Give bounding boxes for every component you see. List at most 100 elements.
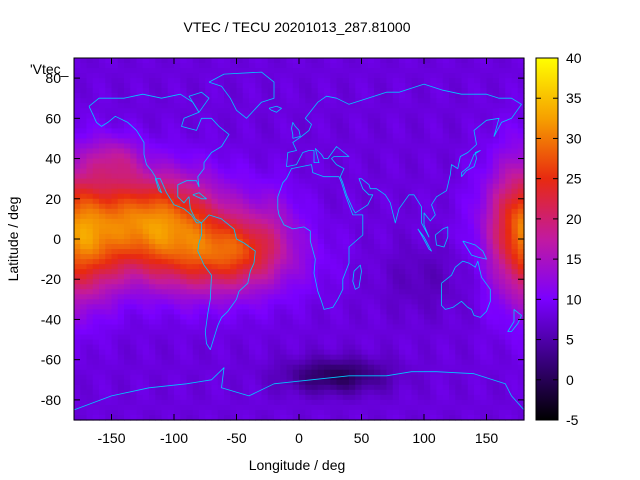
heatmap-cell	[449, 279, 456, 285]
heatmap-cell	[274, 178, 281, 185]
heatmap-cell	[186, 249, 194, 255]
heatmap-cell	[217, 249, 225, 255]
heatmap-cell	[455, 98, 463, 104]
heatmap-cell	[255, 299, 263, 305]
heatmap-cell	[405, 218, 413, 225]
heatmap-cell	[111, 88, 119, 94]
heatmap-cell	[492, 324, 500, 331]
heatmap-cell	[174, 384, 181, 391]
heatmap-cell	[105, 203, 113, 210]
heatmap-cell	[286, 63, 294, 69]
heatmap-cell	[142, 58, 150, 64]
heatmap-cell	[99, 133, 106, 140]
heatmap-cell	[442, 168, 450, 175]
heatmap-cell	[224, 394, 231, 401]
heatmap-cell	[92, 304, 100, 310]
heatmap-cell	[336, 249, 344, 255]
heatmap-cell	[136, 269, 144, 275]
heatmap-cell	[274, 369, 281, 376]
heatmap-cell	[74, 364, 81, 371]
heatmap-cell	[492, 168, 500, 175]
heatmap-cell	[80, 198, 88, 205]
heatmap-cell	[267, 389, 275, 396]
heatmap-cell	[455, 254, 463, 260]
heatmap-cell	[180, 83, 188, 89]
heatmap-cell	[249, 314, 256, 321]
heatmap-cell	[411, 143, 419, 150]
heatmap-cell	[111, 399, 119, 406]
heatmap-cell	[317, 123, 325, 129]
heatmap-cell	[436, 68, 444, 74]
heatmap-cell	[442, 249, 450, 255]
heatmap-cell	[392, 289, 400, 295]
heatmap-cell	[511, 103, 519, 109]
heatmap-cell	[499, 264, 506, 270]
heatmap-cell	[261, 158, 269, 165]
heatmap-cell	[474, 63, 481, 69]
heatmap-cell	[136, 113, 144, 119]
heatmap-cell	[492, 264, 500, 270]
heatmap-cell	[492, 103, 500, 109]
heatmap-cell	[411, 228, 419, 235]
heatmap-cell	[349, 73, 356, 79]
heatmap-cell	[505, 198, 513, 205]
heatmap-cell	[505, 208, 513, 215]
heatmap-cell	[105, 118, 113, 124]
heatmap-cell	[336, 299, 344, 305]
heatmap-cell	[161, 233, 169, 240]
heatmap-cell	[449, 158, 456, 165]
heatmap-cell	[74, 344, 81, 351]
heatmap-cell	[499, 163, 506, 170]
heatmap-cell	[317, 68, 325, 74]
heatmap-cell	[280, 123, 288, 129]
heatmap-cell	[286, 274, 294, 280]
heatmap-cell	[99, 153, 106, 160]
heatmap-cell	[449, 73, 456, 79]
heatmap-cell	[292, 68, 300, 74]
heatmap-cell	[374, 389, 381, 396]
heatmap-cell	[305, 314, 313, 321]
heatmap-cell	[149, 103, 156, 109]
heatmap-cell	[280, 233, 288, 240]
heatmap-cell	[74, 173, 81, 180]
heatmap-cell	[405, 334, 413, 341]
heatmap-cell	[367, 118, 375, 124]
heatmap-cell	[74, 93, 81, 99]
heatmap-cell	[161, 103, 169, 109]
heatmap-cell	[480, 148, 488, 155]
heatmap-cell	[149, 374, 156, 381]
heatmap-cell	[324, 183, 331, 190]
heatmap-cell	[236, 354, 244, 361]
heatmap-cell	[361, 143, 369, 150]
heatmap-cell	[405, 78, 413, 84]
heatmap-cell	[217, 354, 225, 361]
heatmap-cell	[292, 279, 300, 285]
heatmap-cell	[192, 274, 200, 280]
heatmap-cell	[392, 344, 400, 351]
heatmap-cell	[467, 138, 475, 145]
heatmap-cell	[105, 344, 113, 351]
heatmap-cell	[317, 239, 325, 245]
heatmap-cell	[336, 379, 344, 386]
heatmap-cell	[205, 223, 213, 230]
heatmap-cell	[267, 133, 275, 140]
heatmap-cell	[505, 364, 513, 371]
heatmap-cell	[417, 168, 425, 175]
heatmap-cell	[74, 58, 81, 64]
heatmap-cell	[274, 304, 281, 310]
heatmap-cell	[217, 239, 225, 245]
heatmap-cell	[511, 389, 519, 396]
heatmap-cell	[199, 148, 206, 155]
heatmap-cell	[99, 88, 106, 94]
heatmap-cell	[361, 208, 369, 215]
heatmap-cell	[336, 284, 344, 290]
heatmap-cell	[386, 319, 394, 326]
heatmap-cell	[180, 309, 188, 316]
heatmap-cell	[136, 223, 144, 230]
heatmap-cell	[211, 289, 219, 295]
heatmap-cell	[255, 254, 263, 260]
heatmap-cell	[399, 68, 406, 74]
heatmap-cell	[511, 269, 519, 275]
heatmap-cell	[430, 163, 438, 170]
heatmap-cell	[474, 58, 481, 64]
